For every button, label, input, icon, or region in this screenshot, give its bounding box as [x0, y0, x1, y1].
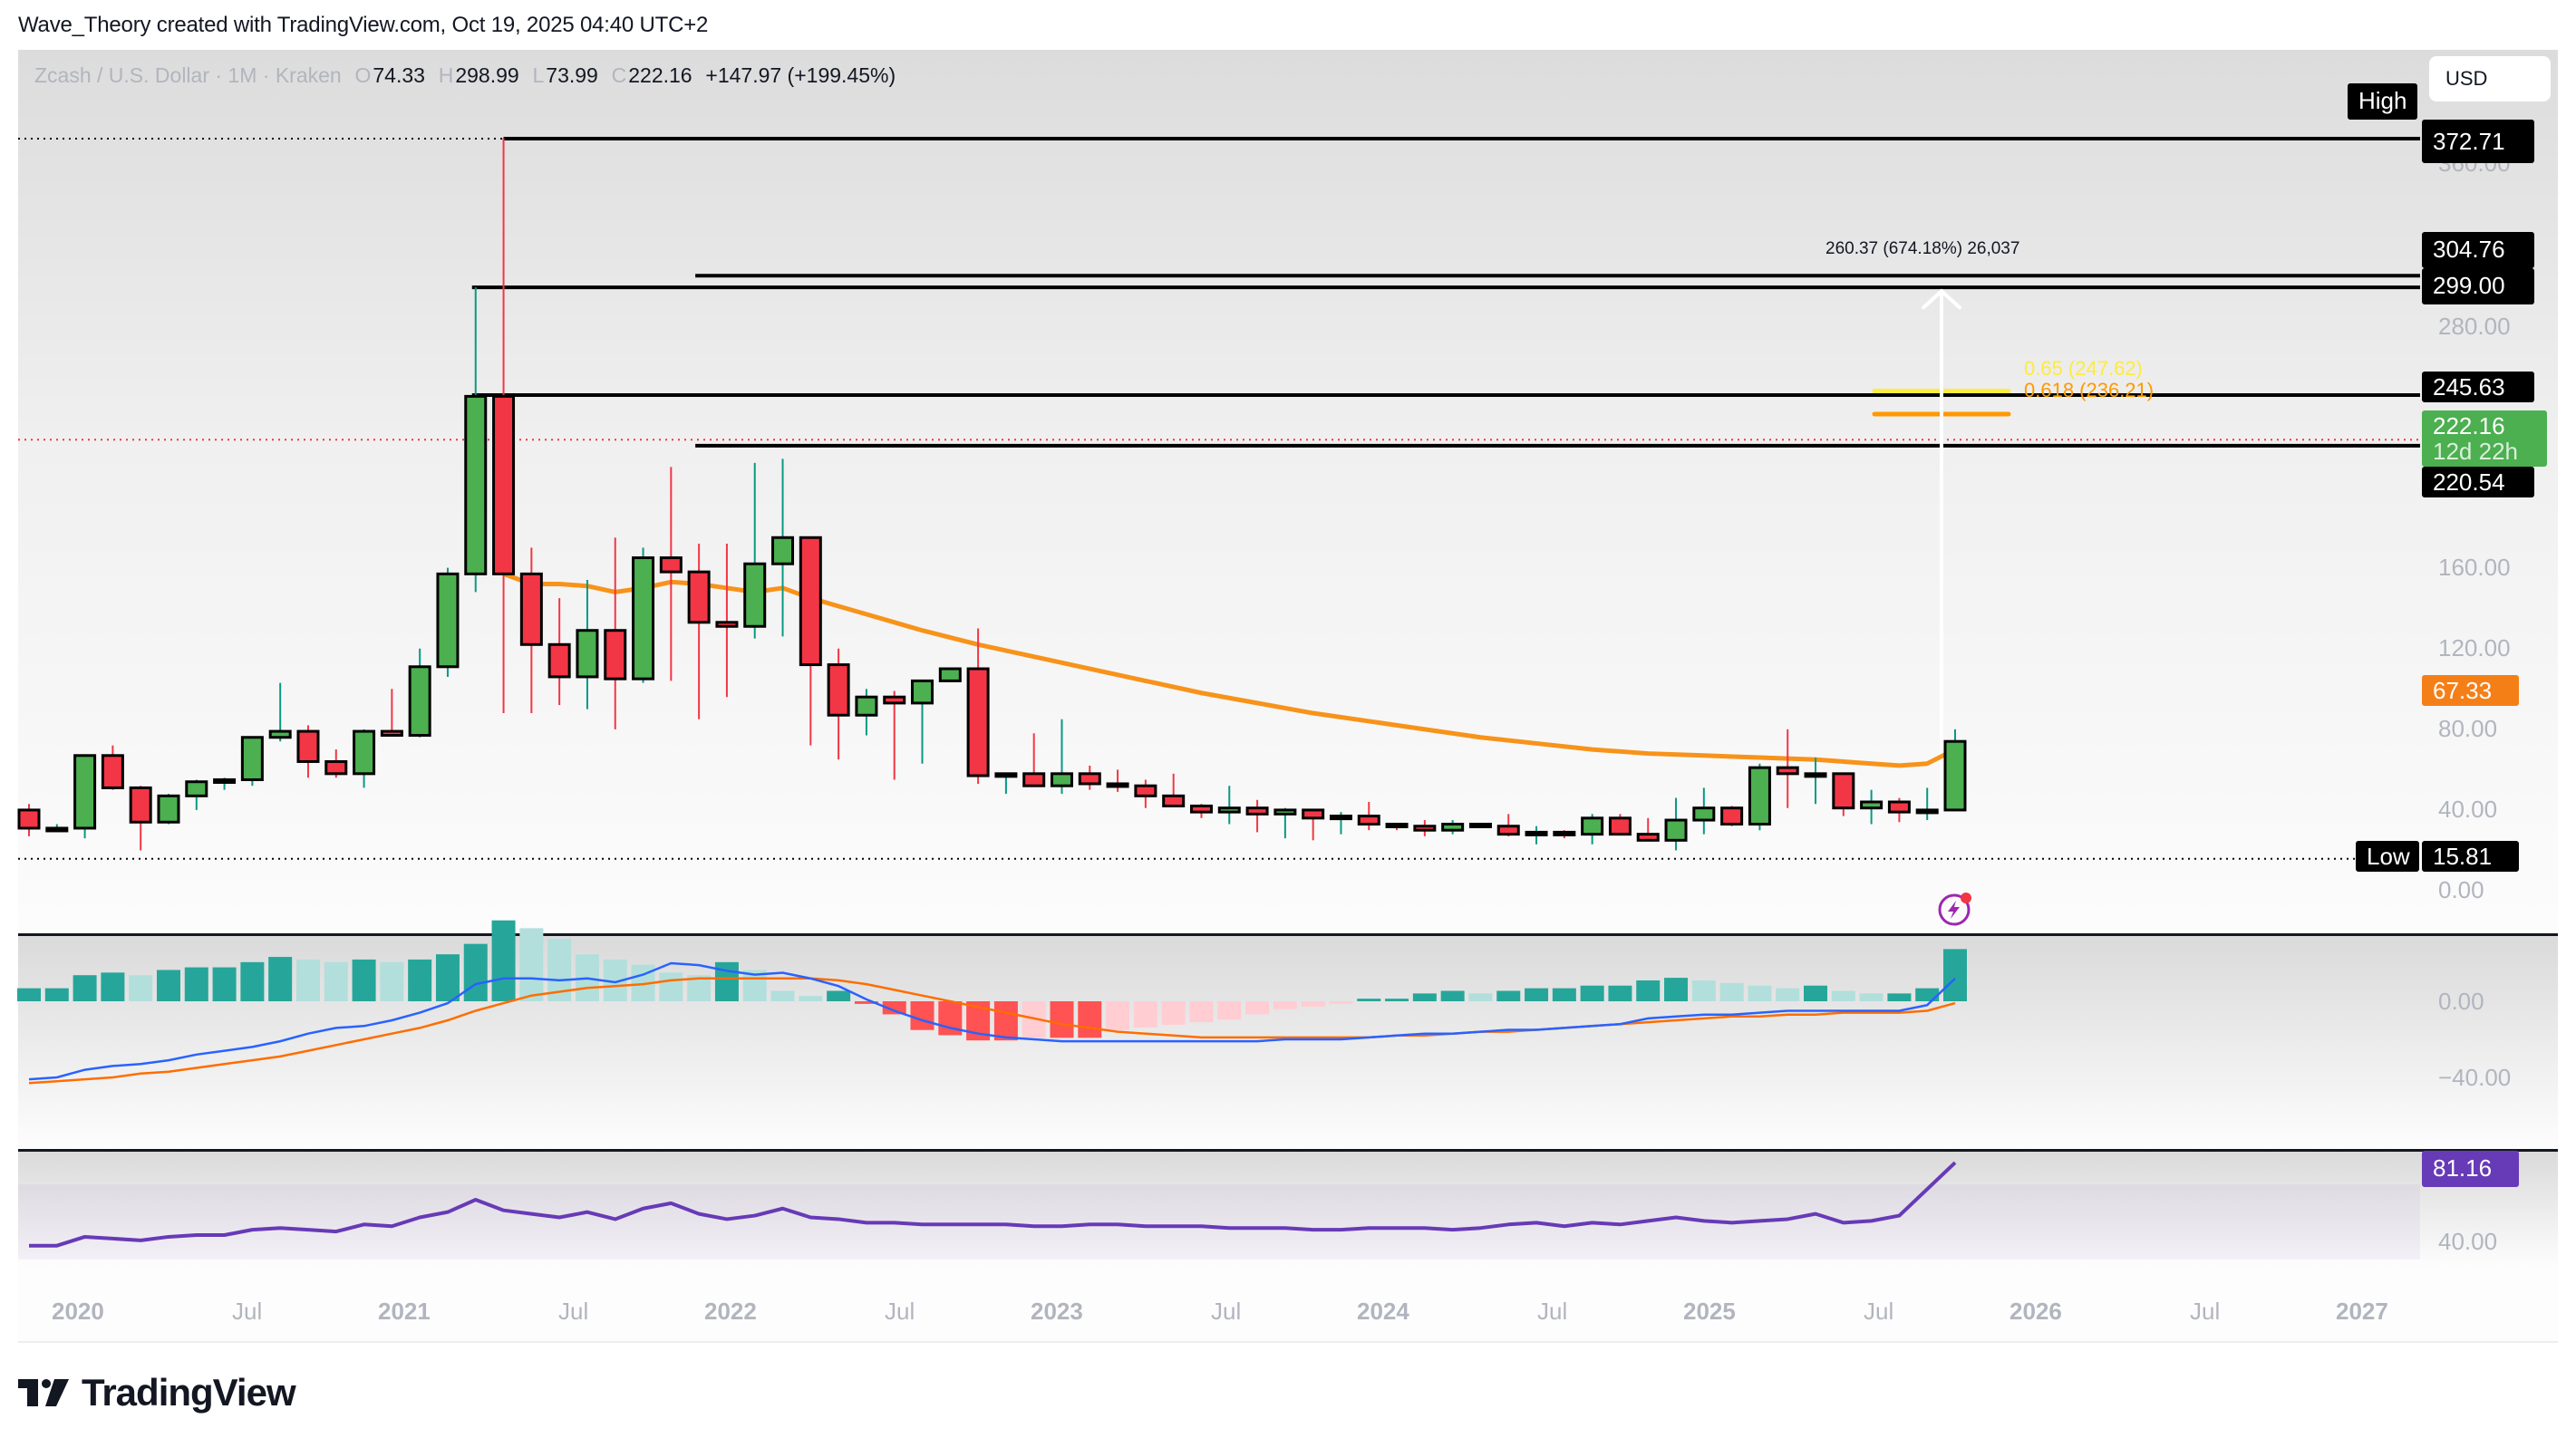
time-tick: Jul [1864, 1298, 1894, 1325]
high-price-tag: 372.71 [2422, 120, 2534, 163]
macd-pane[interactable] [18, 933, 2558, 1149]
time-tick: Jul [558, 1298, 589, 1325]
symbol-name[interactable]: Zcash / U.S. Dollar · 1M · Kraken [34, 63, 342, 87]
time-tick: 2024 [1357, 1298, 1409, 1325]
price-tick: 160.00 [2438, 554, 2511, 581]
time-tick: Jul [1537, 1298, 1568, 1325]
high-value: 298.99 [455, 63, 519, 87]
tradingview-logo-icon [18, 1379, 69, 1406]
tradingview-logo[interactable]: TradingView [18, 1370, 296, 1415]
time-tick: 2021 [378, 1298, 431, 1325]
time-tick: 2022 [704, 1298, 757, 1325]
time-tick: Jul [1211, 1298, 1242, 1325]
time-tick: 2027 [2336, 1298, 2388, 1325]
close-value: 222.16 [628, 63, 692, 87]
symbol-legend: Zcash / U.S. Dollar · 1M · Kraken O74.33… [34, 63, 896, 87]
time-tick: 2020 [52, 1298, 104, 1325]
level-tag-220: 220.54 [2422, 467, 2534, 497]
level-tag-304: 304.76 [2422, 232, 2534, 268]
time-tick: Jul [232, 1298, 263, 1325]
candle-countdown: 12d 22h [2433, 438, 2518, 465]
low-price-tag: 15.81 [2422, 841, 2519, 872]
fib-0618-label: 0.618 (236.21) [2024, 379, 2155, 401]
time-axis[interactable] [18, 1267, 2558, 1343]
level-tag-245: 245.63 [2422, 372, 2534, 402]
last-price-tag: 222.16 12d 22h [2422, 410, 2547, 467]
rsi-value-tag: 81.16 [2422, 1151, 2519, 1187]
rsi-pane[interactable] [18, 1149, 2558, 1267]
time-tick: 2023 [1031, 1298, 1083, 1325]
change-value: +147.97 (+199.45%) [705, 63, 896, 87]
time-tick: Jul [885, 1298, 915, 1325]
attribution-text: Wave_Theory created with TradingView.com… [18, 13, 709, 37]
price-tick: 40.00 [2438, 796, 2498, 823]
macd-tick: 0.00 [2438, 988, 2484, 1015]
open-value: 74.33 [373, 63, 425, 87]
brand-name: TradingView [82, 1371, 296, 1414]
price-tick: 120.00 [2438, 634, 2511, 661]
low-value: 73.99 [546, 63, 598, 87]
time-tick: 2025 [1683, 1298, 1736, 1325]
low-label-tag: Low [2356, 841, 2419, 872]
ma-value-tag: 67.33 [2422, 675, 2519, 706]
price-tick: 80.00 [2438, 715, 2498, 742]
measure-label: 260.37 (674.18%) 26,037 [1825, 239, 2020, 258]
macd-tick: −40.00 [2438, 1064, 2512, 1091]
last-price-value: 222.16 [2433, 412, 2505, 439]
currency-button[interactable]: USD [2429, 56, 2551, 101]
price-tick: 0.00 [2438, 876, 2484, 903]
level-tag-299: 299.00 [2422, 268, 2534, 304]
time-tick: 2026 [2009, 1298, 2062, 1325]
rsi-tick: 40.00 [2438, 1228, 2498, 1255]
price-pane[interactable] [18, 50, 2558, 933]
high-label-tag: High [2348, 83, 2418, 120]
price-tick: 280.00 [2438, 313, 2511, 340]
lightning-alert-icon[interactable] [1936, 890, 1972, 926]
fib-065-label: 0.65 (247.62) [2024, 357, 2143, 380]
time-tick: Jul [2190, 1298, 2221, 1325]
